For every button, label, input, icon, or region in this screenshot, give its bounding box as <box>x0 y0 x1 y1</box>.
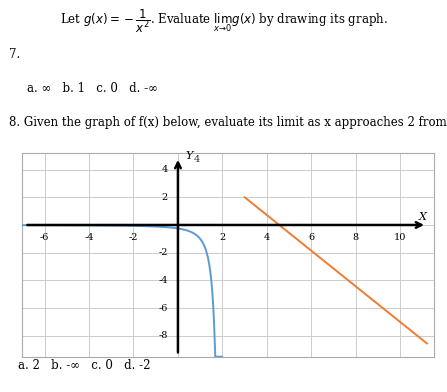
Text: Y: Y <box>186 151 193 162</box>
Text: X: X <box>418 212 426 222</box>
Text: 8. Given the graph of f(x) below, evaluate its limit as x approaches 2 from the : 8. Given the graph of f(x) below, evalua… <box>9 116 447 129</box>
Text: -2: -2 <box>158 248 168 257</box>
Text: 6: 6 <box>308 232 314 241</box>
Text: Let $g(x) = -\dfrac{1}{x^2}$. Evaluate $\lim_{x \to 0} g(x)$ by drawing its grap: Let $g(x) = -\dfrac{1}{x^2}$. Evaluate $… <box>59 7 388 35</box>
Text: a. 2   b. -∞   c. 0   d. -2: a. 2 b. -∞ c. 0 d. -2 <box>18 359 150 372</box>
Text: 4: 4 <box>162 165 168 174</box>
Text: -4: -4 <box>84 232 94 241</box>
Text: 8: 8 <box>353 232 359 241</box>
Text: -4: -4 <box>158 276 168 285</box>
Text: 4: 4 <box>194 155 200 164</box>
Text: -6: -6 <box>40 232 49 241</box>
Text: -8: -8 <box>159 331 168 340</box>
Text: 2: 2 <box>219 232 226 241</box>
Text: -6: -6 <box>159 304 168 313</box>
Text: 2: 2 <box>162 193 168 202</box>
Text: -2: -2 <box>129 232 138 241</box>
Text: 10: 10 <box>394 232 406 241</box>
Text: 4: 4 <box>264 232 270 241</box>
Text: 7.: 7. <box>9 48 20 61</box>
Text: a. ∞   b. 1   c. 0   d. -∞: a. ∞ b. 1 c. 0 d. -∞ <box>27 82 158 95</box>
